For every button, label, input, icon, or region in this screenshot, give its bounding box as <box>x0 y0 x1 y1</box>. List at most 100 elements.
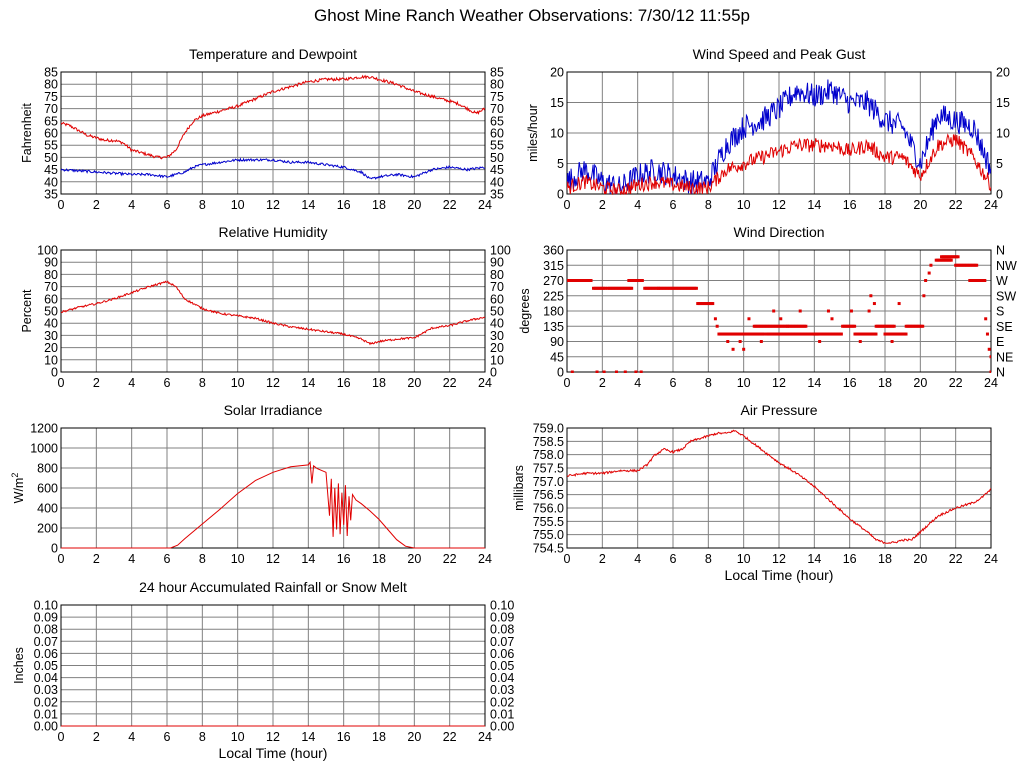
x-tick-label: 0 <box>58 552 65 566</box>
y-tick-label: 400 <box>37 502 58 516</box>
data-point <box>760 324 764 328</box>
y-tick-label: 1000 <box>30 442 58 456</box>
y-tick-label-right: W <box>996 274 1008 288</box>
y-tick-label: 755.0 <box>533 528 564 542</box>
chart-title: Solar Irradiance <box>224 402 323 418</box>
data-point <box>876 324 880 328</box>
data-point <box>636 279 640 282</box>
x-tick-label: 12 <box>772 376 786 390</box>
data-point <box>974 279 978 282</box>
data-point <box>862 332 866 336</box>
y-tick-label: 55 <box>44 139 58 153</box>
data-point <box>723 332 727 336</box>
y-tick-label: 0.00 <box>34 720 58 734</box>
data-point <box>863 332 867 336</box>
data-point <box>801 332 805 336</box>
data-point <box>747 332 751 336</box>
y-tick-label: 600 <box>37 482 58 496</box>
data-point <box>778 324 782 328</box>
data-point <box>804 324 808 328</box>
data-point <box>711 302 715 306</box>
data-point <box>866 332 870 336</box>
y-tick-label: 0 <box>51 542 58 556</box>
y-tick-label: 65 <box>44 114 58 128</box>
data-point <box>613 286 617 290</box>
data-point <box>738 332 742 336</box>
data-point <box>915 324 919 328</box>
data-point <box>735 332 739 336</box>
data-point <box>757 324 761 328</box>
data-point <box>724 332 728 336</box>
data-point <box>596 286 600 290</box>
data-point <box>754 324 758 328</box>
data-point <box>742 332 746 336</box>
x-tick-label: 0 <box>58 730 65 744</box>
y-tick-label: 0.02 <box>34 695 58 709</box>
y-tick-label: 50 <box>44 151 58 165</box>
x-tick-label: 6 <box>670 198 677 212</box>
data-point <box>595 286 599 290</box>
y-tick-label: 0.08 <box>34 623 58 637</box>
data-point <box>795 324 799 328</box>
data-point <box>687 286 691 290</box>
data-point <box>897 302 901 306</box>
x-tick-label: 14 <box>807 198 821 212</box>
data-point <box>839 332 843 336</box>
data-point <box>628 279 632 282</box>
y-tick-label-right: 75 <box>490 90 504 104</box>
y-tick-label: 756.5 <box>533 488 564 502</box>
data-point <box>764 324 768 328</box>
plot-frame <box>566 249 992 373</box>
x-tick-label: 6 <box>670 552 677 566</box>
data-point <box>607 286 611 290</box>
data-point <box>580 279 584 282</box>
x-tick-label: 0 <box>564 552 571 566</box>
data-point <box>602 286 606 290</box>
data-point <box>973 263 977 267</box>
chart-title: Wind Direction <box>733 224 824 240</box>
data-point <box>948 258 952 262</box>
data-point <box>879 324 883 328</box>
data-point <box>618 286 622 290</box>
data-point <box>727 332 731 336</box>
x-tick-label: 24 <box>984 552 998 566</box>
data-point <box>987 347 991 351</box>
data-point <box>939 258 943 262</box>
data-point <box>574 279 578 282</box>
y-tick-label: 10 <box>550 127 564 141</box>
x-tick-label: 8 <box>199 376 206 390</box>
x-tick-label: 14 <box>301 552 315 566</box>
data-point <box>947 255 951 259</box>
data-point <box>832 332 836 336</box>
plot-frame <box>60 71 486 195</box>
data-point <box>702 302 706 306</box>
data-point <box>795 332 799 336</box>
data-point <box>853 324 857 328</box>
data-point <box>955 263 959 267</box>
data-point <box>919 324 923 328</box>
x-tick-label: 8 <box>705 552 712 566</box>
page-title: Ghost Mine Ranch Weather Observations: 7… <box>314 6 750 25</box>
y-tick-label-right: 0.01 <box>490 707 514 721</box>
data-point <box>769 324 773 328</box>
data-point <box>818 340 822 343</box>
data-point <box>784 332 788 336</box>
x-tick-label: 20 <box>407 552 421 566</box>
x-tick-label: 20 <box>913 552 927 566</box>
y-tick-label-right: N <box>996 366 1005 380</box>
data-point <box>975 279 979 282</box>
y-tick-label: 45 <box>44 163 58 177</box>
x-tick-label: 20 <box>407 730 421 744</box>
x-tick-label: 10 <box>231 198 245 212</box>
y-tick-label: 80 <box>44 78 58 92</box>
data-point <box>830 317 834 321</box>
data-point <box>643 286 647 290</box>
x-tick-label: 6 <box>164 198 171 212</box>
x-tick-label: 2 <box>599 198 606 212</box>
data-point <box>874 332 878 336</box>
y-tick-label: 0.09 <box>34 611 58 625</box>
data-point <box>588 279 592 282</box>
data-point <box>830 332 834 336</box>
data-point <box>576 279 580 282</box>
